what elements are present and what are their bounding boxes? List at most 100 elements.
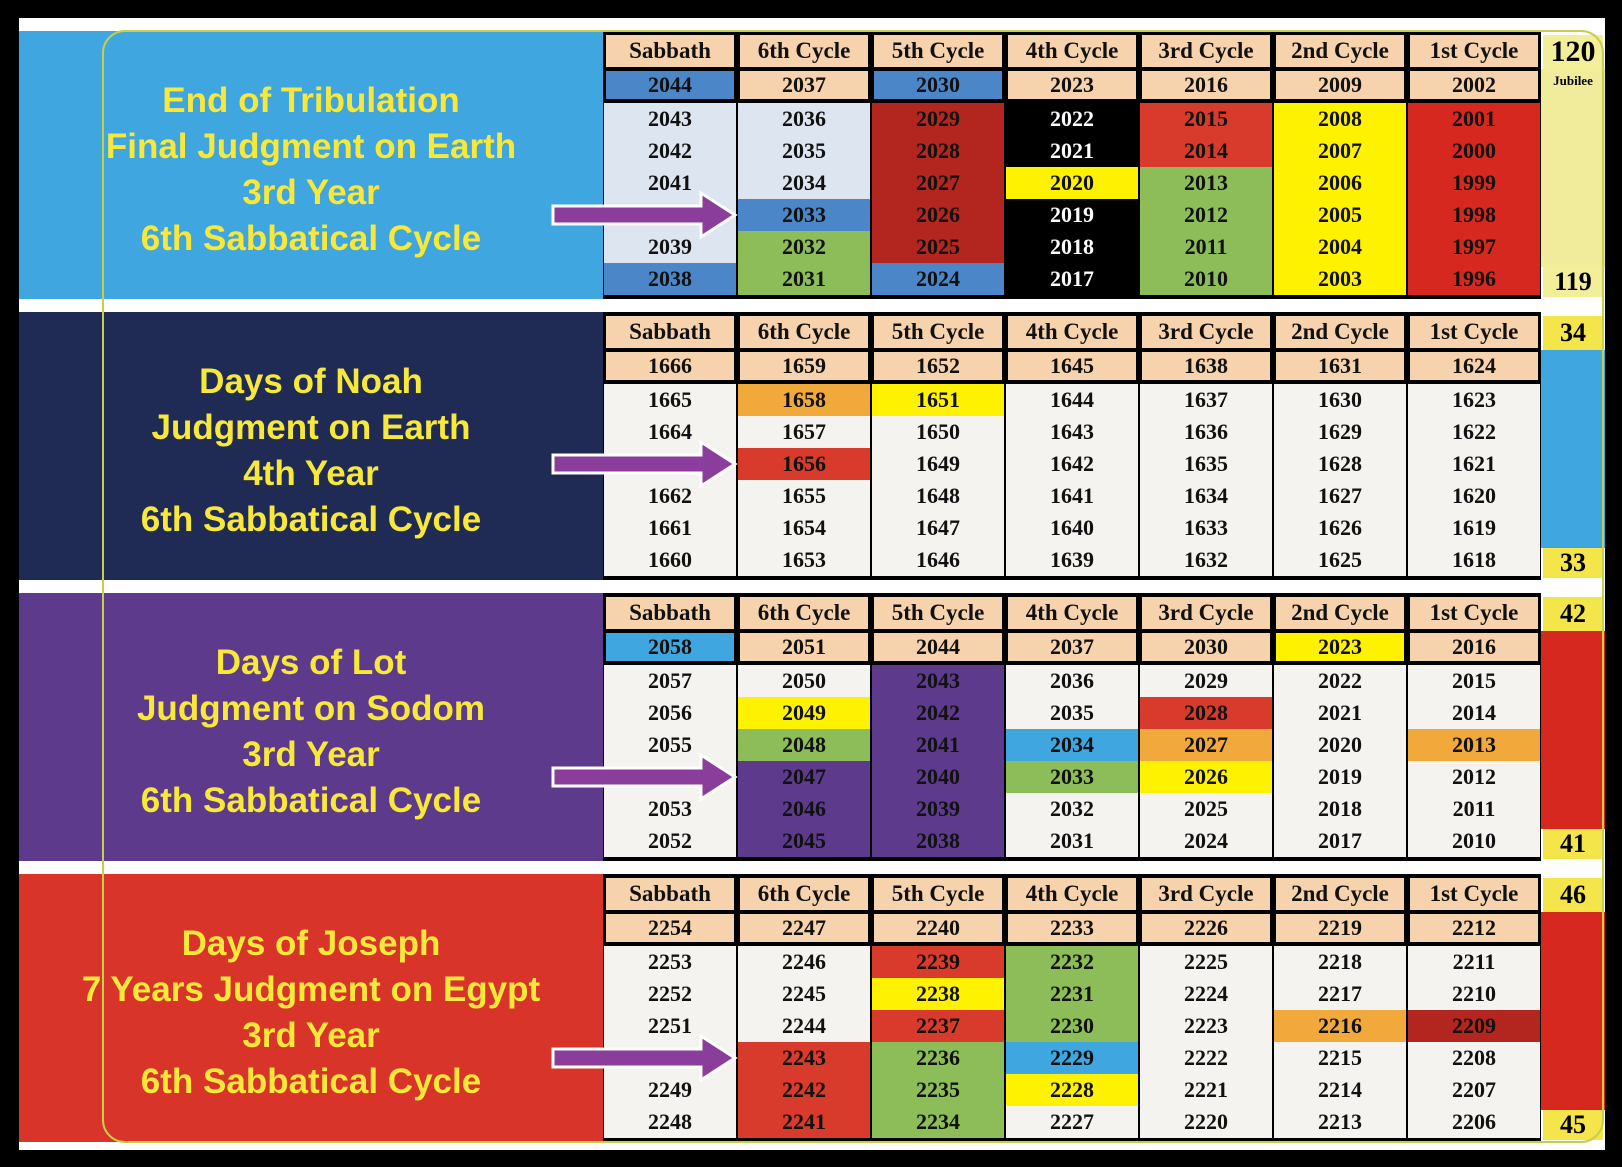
year-cell: 2051 [740,633,868,661]
panel-title: 6th Sabbatical Cycle [140,1062,482,1101]
year-cell: 2245 [738,978,870,1010]
header-cell: 1st Cycle [1410,316,1538,348]
year-cell: 2036 [1006,665,1138,697]
jubilee-top: 46 [1543,878,1603,912]
year-cell: 1653 [738,544,870,576]
year-cell: 2206 [1408,1106,1540,1138]
year-cell: 2056 [604,697,736,729]
year-cell: 1652 [874,352,1002,380]
year-cell: 2029 [872,103,1004,135]
year-cell: 2219 [1276,914,1404,942]
header-cell: 4th Cycle [1008,878,1136,910]
header-cell: 6th Cycle [740,597,868,629]
year-cell: 2031 [1006,825,1138,857]
year-cell: 2019 [1274,761,1406,793]
jubilee-bottom: 33 [1543,548,1603,578]
year-cell: 1640 [1006,512,1138,544]
year-cell: 1662 [604,480,736,512]
year-cell: 2011 [1140,231,1272,263]
panel-title: 7 Years Judgment on Egypt [81,970,541,1009]
header-cell: 4th Cycle [1008,316,1136,348]
year-cell: 2037 [1008,633,1136,661]
year-cell: 2034 [738,167,870,199]
jubilee-fill [1541,912,1605,1110]
year-cell: 2044 [874,633,1002,661]
year-cell: 1622 [1408,416,1540,448]
year-cell: 2014 [1408,697,1540,729]
header-cell: 2nd Cycle [1276,597,1404,629]
year-cell: 2005 [1274,199,1406,231]
header-cell: 2nd Cycle [1276,878,1404,910]
panel-title: 3rd Year [242,735,380,774]
empty-cell [604,761,736,793]
year-cell: 2044 [606,71,734,99]
year-cell: 2222 [1140,1042,1272,1074]
year-cell: 1633 [1140,512,1272,544]
year-cell: 2025 [1140,793,1272,825]
year-cell: 2027 [1140,729,1272,761]
year-cell: 2231 [1006,978,1138,1010]
year-cell: 1644 [1006,384,1138,416]
year-cell: 1628 [1274,448,1406,480]
year-cell: 2021 [1274,697,1406,729]
year-cell: 1655 [738,480,870,512]
year-cell: 1658 [738,384,870,416]
year-cell: 2210 [1408,978,1540,1010]
year-cell: 1659 [740,352,868,380]
year-cell: 1620 [1408,480,1540,512]
year-cell: 2011 [1408,793,1540,825]
panel-title: 6th Sabbatical Cycle [140,219,482,258]
year-cell: 2246 [738,946,870,978]
year-cell: 1666 [606,352,734,380]
year-cell: 2209 [1408,1010,1540,1042]
year-cell: 2248 [604,1106,736,1138]
header-cell: 3rd Cycle [1142,878,1270,910]
year-cell: 2239 [872,946,1004,978]
year-cell: 1630 [1274,384,1406,416]
year-cell: 1642 [1006,448,1138,480]
empty-cell [604,199,736,231]
header-cell: 2nd Cycle [1276,316,1404,348]
year-cell: 2000 [1408,135,1540,167]
year-cell: 1618 [1408,544,1540,576]
header-cell: 5th Cycle [874,878,1002,910]
year-cell: 2001 [1408,103,1540,135]
year-cell: 1660 [604,544,736,576]
year-cell: 1619 [1408,512,1540,544]
header-cell: Sabbath [606,878,734,910]
year-cell: 2050 [738,665,870,697]
year-cell: 2238 [872,978,1004,1010]
year-cell: 2218 [1274,946,1406,978]
year-cell: 1654 [738,512,870,544]
year-cell: 2013 [1408,729,1540,761]
jubilee-top: 120 [1543,35,1603,69]
year-cell: 2019 [1006,199,1138,231]
year-cell: 2055 [604,729,736,761]
panel-title: 6th Sabbatical Cycle [140,781,482,820]
header-cell: 3rd Cycle [1142,316,1270,348]
jubilee-bottom: 41 [1543,829,1603,859]
year-cell: 1643 [1006,416,1138,448]
year-cell: 2211 [1408,946,1540,978]
year-cell: 2035 [738,135,870,167]
year-cell: 1631 [1276,352,1404,380]
year-cell: 2022 [1274,665,1406,697]
year-cell: 1641 [1006,480,1138,512]
year-cell: 2025 [872,231,1004,263]
empty-cell [604,1042,736,1074]
year-cell: 1637 [1140,384,1272,416]
year-cell: 2014 [1140,135,1272,167]
year-cell: 2241 [738,1106,870,1138]
year-cell: 2024 [872,263,1004,295]
year-cell: 1664 [604,416,736,448]
panel-title: Days of Joseph [181,924,441,963]
year-cell: 2057 [604,665,736,697]
year-cell: 2035 [1006,697,1138,729]
year-cell: 2017 [1274,825,1406,857]
year-cell: 2017 [1006,263,1138,295]
year-cell: 2041 [872,729,1004,761]
panel-title: 4th Year [243,454,379,493]
year-cell: 2048 [738,729,870,761]
jubilee-bottom: 45 [1543,1110,1603,1140]
